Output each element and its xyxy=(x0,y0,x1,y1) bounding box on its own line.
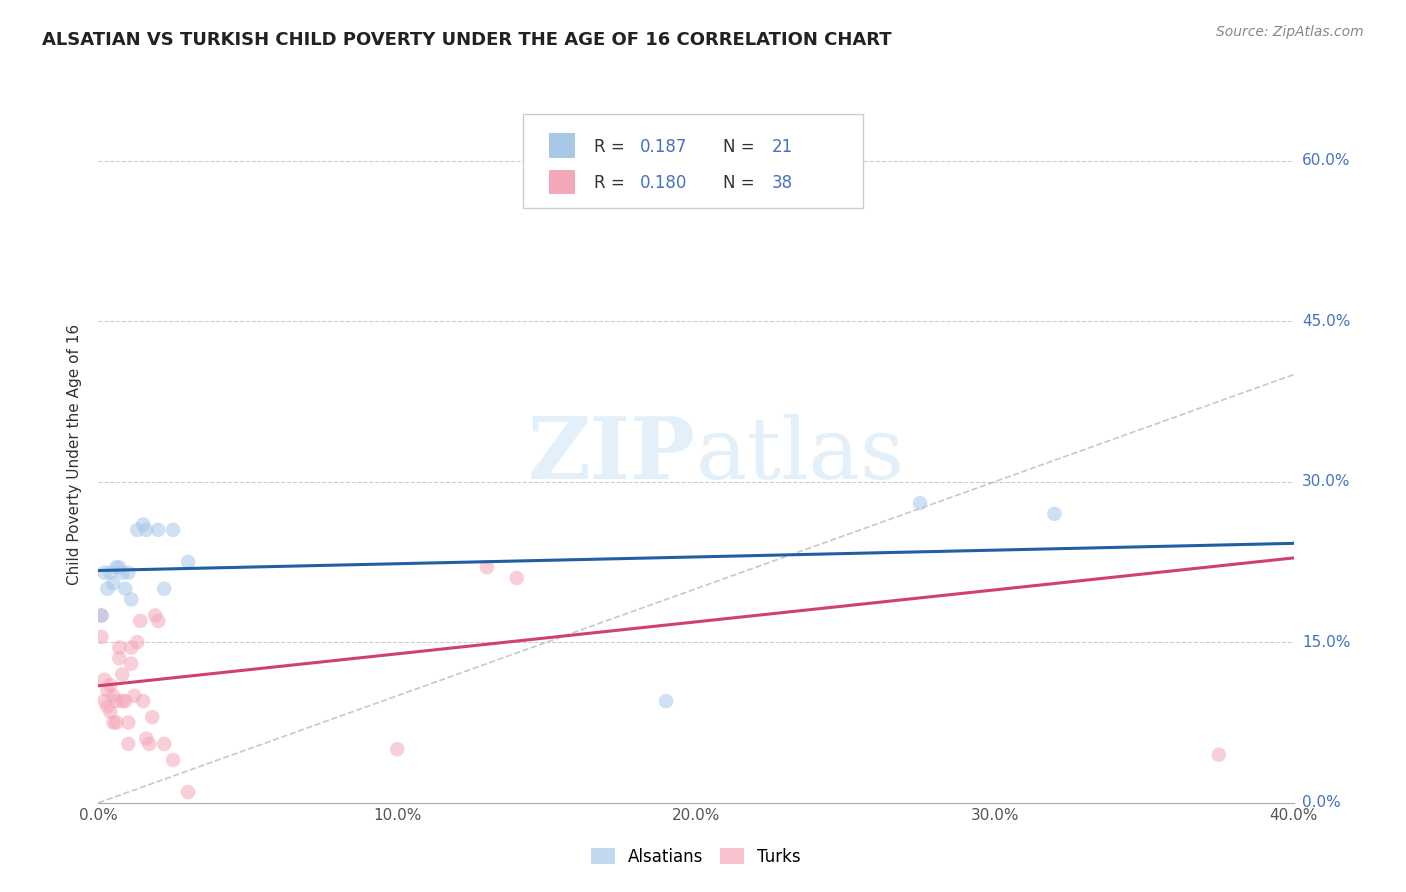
Point xyxy=(98,678,122,692)
Text: 30.0%: 30.0% xyxy=(1302,475,1350,489)
Point xyxy=(655,694,678,708)
Point xyxy=(111,694,134,708)
Point xyxy=(117,715,139,730)
Point xyxy=(103,576,125,591)
Text: ALSATIAN VS TURKISH CHILD POVERTY UNDER THE AGE OF 16 CORRELATION CHART: ALSATIAN VS TURKISH CHILD POVERTY UNDER … xyxy=(42,31,891,49)
Text: 0.0%: 0.0% xyxy=(1302,796,1340,810)
Text: 21: 21 xyxy=(772,137,793,156)
Point xyxy=(90,608,112,623)
Point xyxy=(117,566,139,580)
Point xyxy=(177,785,200,799)
Text: ZIP: ZIP xyxy=(529,413,696,497)
Legend: Alsatians, Turks: Alsatians, Turks xyxy=(583,839,808,874)
Point xyxy=(93,566,115,580)
Point xyxy=(114,694,136,708)
Point xyxy=(475,560,498,574)
Point xyxy=(129,614,152,628)
Point xyxy=(153,737,176,751)
Point xyxy=(103,689,125,703)
Y-axis label: Child Poverty Under the Age of 16: Child Poverty Under the Age of 16 xyxy=(67,325,83,585)
Point xyxy=(1208,747,1230,762)
FancyBboxPatch shape xyxy=(548,133,575,158)
Point xyxy=(90,608,112,623)
Point xyxy=(120,640,142,655)
Point xyxy=(120,657,142,671)
Point xyxy=(98,705,122,719)
Point xyxy=(108,640,131,655)
Point xyxy=(127,635,149,649)
FancyBboxPatch shape xyxy=(523,114,863,208)
Point xyxy=(111,566,134,580)
Point xyxy=(120,592,142,607)
Text: atlas: atlas xyxy=(696,413,905,497)
Point xyxy=(96,582,118,596)
Point xyxy=(98,566,122,580)
Text: 15.0%: 15.0% xyxy=(1302,635,1350,649)
Point xyxy=(550,186,572,200)
Point xyxy=(127,523,149,537)
Point xyxy=(93,694,115,708)
Point xyxy=(135,523,157,537)
Point xyxy=(385,742,409,756)
Point xyxy=(143,608,166,623)
Point xyxy=(1043,507,1066,521)
Point xyxy=(153,582,176,596)
Text: Source: ZipAtlas.com: Source: ZipAtlas.com xyxy=(1216,25,1364,39)
Point xyxy=(96,683,118,698)
Point xyxy=(90,630,112,644)
Point xyxy=(162,523,184,537)
Point xyxy=(132,694,155,708)
Text: 0.187: 0.187 xyxy=(640,137,688,156)
Text: N =: N = xyxy=(724,137,761,156)
FancyBboxPatch shape xyxy=(548,169,575,194)
Text: R =: R = xyxy=(595,137,630,156)
Point xyxy=(148,523,170,537)
Text: 60.0%: 60.0% xyxy=(1302,153,1350,168)
Point xyxy=(103,715,125,730)
Point xyxy=(148,614,170,628)
Point xyxy=(108,560,131,574)
Text: 45.0%: 45.0% xyxy=(1302,314,1350,328)
Point xyxy=(138,737,160,751)
Point xyxy=(506,571,529,585)
Point xyxy=(96,699,118,714)
Point xyxy=(105,715,128,730)
Point xyxy=(117,737,139,751)
Point xyxy=(105,560,128,574)
Point xyxy=(108,651,131,665)
Text: N =: N = xyxy=(724,174,761,192)
Point xyxy=(141,710,163,724)
Point xyxy=(177,555,200,569)
Point xyxy=(135,731,157,746)
Text: 38: 38 xyxy=(772,174,793,192)
Point xyxy=(93,673,115,687)
Point xyxy=(124,689,146,703)
Point xyxy=(114,582,136,596)
Text: R =: R = xyxy=(595,174,630,192)
Point xyxy=(105,694,128,708)
Point xyxy=(908,496,931,510)
Text: 0.180: 0.180 xyxy=(640,174,688,192)
Point xyxy=(111,667,134,681)
Point xyxy=(162,753,184,767)
Point xyxy=(132,517,155,532)
